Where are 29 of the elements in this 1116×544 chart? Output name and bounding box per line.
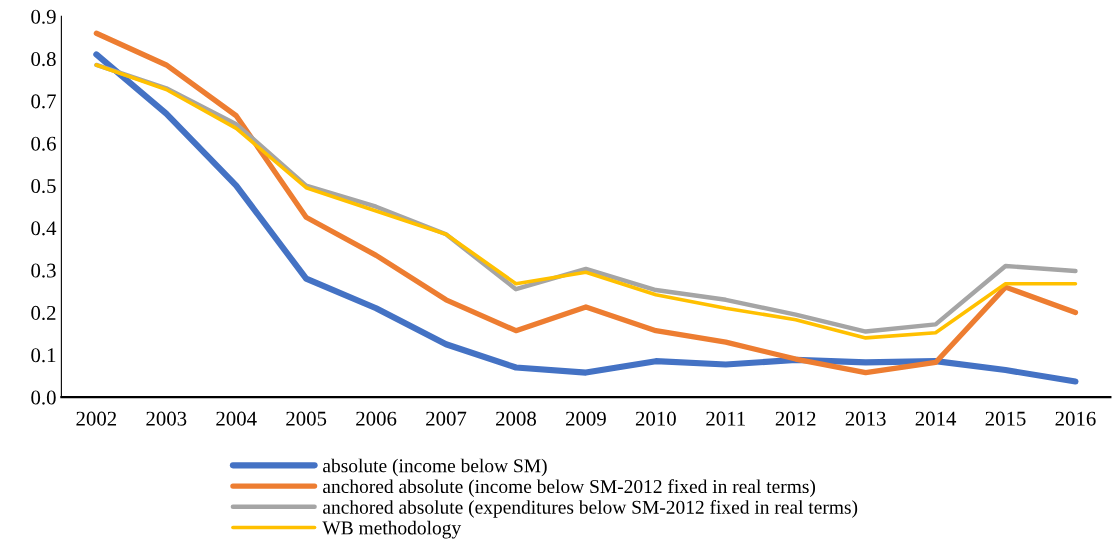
legend-label: absolute (income below SM) bbox=[323, 458, 547, 477]
y-tick-label: 0.1 bbox=[31, 348, 56, 363]
y-tick-label: 0.7 bbox=[31, 94, 56, 109]
x-tick-label: 2003 bbox=[146, 411, 187, 426]
y-tick-label: 0.8 bbox=[31, 52, 56, 67]
legend-label: anchored absolute (expenditures below SM-2012 fixed in real terms) bbox=[323, 499, 858, 518]
x-tick-label: 2011 bbox=[706, 411, 745, 426]
y-tick-label: 0.0 bbox=[31, 390, 56, 405]
y-tick-label: 0.9 bbox=[31, 9, 56, 24]
y-tick-label: 0.6 bbox=[31, 136, 56, 151]
x-tick-label: 2005 bbox=[286, 411, 327, 426]
y-tick-label: 0.3 bbox=[31, 263, 56, 278]
x-tick-label: 2013 bbox=[845, 411, 886, 426]
y-tick-label: 0.4 bbox=[31, 221, 57, 236]
x-tick-label: 2009 bbox=[565, 411, 606, 426]
y-tick-label: 0.5 bbox=[31, 178, 56, 194]
x-tick-label: 2015 bbox=[985, 411, 1026, 426]
x-tick-label: 2014 bbox=[915, 411, 957, 426]
y-tick-label: 0.2 bbox=[31, 305, 56, 321]
x-tick-label: 2016 bbox=[1055, 411, 1096, 426]
legend-label: anchored absolute (income below SM-2012 fixed in real terms) bbox=[323, 479, 816, 498]
legend-label: WB methodology bbox=[322, 520, 462, 539]
x-tick-label: 2012 bbox=[775, 411, 816, 426]
x-tick-label: 2010 bbox=[635, 411, 676, 426]
x-tick-label: 2006 bbox=[356, 411, 397, 426]
x-tick-label: 2004 bbox=[216, 411, 257, 426]
x-tick-label: 2007 bbox=[426, 411, 467, 426]
x-tick-label: 2002 bbox=[76, 411, 117, 426]
x-tick-label: 2008 bbox=[496, 411, 536, 426]
